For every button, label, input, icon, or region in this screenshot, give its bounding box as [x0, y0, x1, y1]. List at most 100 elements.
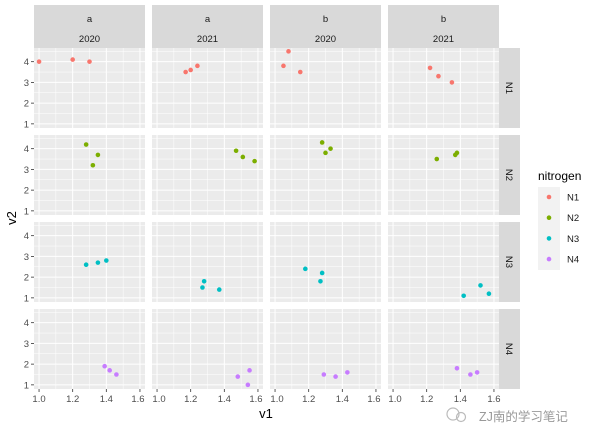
data-point-n3 [95, 260, 101, 265]
facet-strip-label: 2020 [79, 34, 100, 45]
facet-strip-label: N2 [503, 169, 514, 181]
y-tick-label: 4 [24, 144, 29, 155]
y-tick-label: 3 [24, 78, 29, 89]
x-tick-label: 1.6 [131, 394, 144, 405]
facet-strip-right [499, 135, 520, 215]
data-point-n4 [235, 374, 241, 379]
data-point-n3 [461, 293, 466, 299]
x-tick-label: 1.4 [218, 394, 231, 405]
x-tick-label: 1.0 [388, 394, 401, 405]
data-point-n2 [95, 152, 101, 158]
legend-key-n4 [546, 256, 552, 262]
data-point-n2 [240, 154, 246, 160]
x-tick-label: 1.0 [32, 394, 45, 405]
data-point-n2 [434, 156, 440, 162]
wechat-icon-small [455, 411, 467, 423]
x-tick-label: 1.6 [367, 394, 380, 405]
y-tick-label: 2 [24, 186, 29, 197]
data-point-n4 [321, 372, 327, 377]
data-point-n2 [328, 146, 333, 151]
y-tick-label: 1 [24, 293, 29, 304]
y-axis-label: v2 [4, 211, 19, 225]
x-tick-label: 1.0 [152, 394, 165, 405]
data-point-n1 [281, 63, 286, 69]
data-point-n4 [114, 372, 119, 377]
data-point-n3 [319, 270, 325, 276]
legend-key-background [538, 187, 560, 270]
x-axis-label: v1 [259, 406, 273, 421]
data-point-n1 [195, 63, 200, 69]
facet-strip-label: 2021 [197, 34, 218, 45]
legend-label: N4 [567, 255, 579, 266]
data-point-n1 [436, 73, 441, 79]
legend-key-n3 [546, 236, 552, 241]
facet-strip-right [499, 309, 520, 389]
x-tick-label: 1.6 [487, 394, 500, 405]
data-point-n4 [474, 370, 480, 375]
data-point-n3 [303, 266, 308, 272]
data-point-n1 [70, 57, 75, 62]
watermark-text: ZJ南的学习笔记 [479, 409, 568, 424]
facet-strip-label: 2020 [315, 34, 336, 45]
facet-strip-top [270, 5, 381, 48]
data-point-n4 [454, 365, 460, 371]
data-point-n3 [200, 285, 205, 290]
legend-key-n1 [546, 194, 552, 200]
x-tick-label: 1.0 [270, 394, 283, 405]
data-point-n4 [245, 382, 251, 388]
data-point-n1 [183, 69, 188, 75]
data-point-n2 [323, 150, 328, 156]
facet-strip-top [34, 5, 145, 48]
legend-label: N2 [567, 213, 579, 224]
x-tick-label: 1.2 [184, 394, 197, 405]
facet-strip-label: 2021 [433, 34, 454, 45]
legend-label: N1 [567, 193, 579, 204]
x-tick-label: 1.4 [336, 394, 349, 405]
y-tick-label: 4 [24, 57, 29, 68]
data-point-n2 [319, 140, 325, 145]
facet-strip-right [499, 48, 520, 128]
legend-title: nitrogen [538, 169, 581, 183]
x-tick-label: 1.2 [66, 394, 79, 405]
data-point-n3 [201, 278, 207, 284]
y-tick-label: 2 [24, 360, 29, 371]
x-tick-label: 1.4 [454, 394, 467, 405]
y-tick-label: 4 [24, 231, 29, 242]
y-tick-label: 2 [24, 273, 29, 284]
facet-strip-label: b [323, 14, 328, 25]
facet-strip-label: a [87, 14, 93, 25]
data-point-n2 [90, 162, 96, 168]
data-point-n4 [247, 368, 252, 373]
facet-strip-right [499, 222, 520, 302]
facet-strip-top [388, 5, 499, 48]
y-tick-label: 2 [24, 99, 29, 110]
data-point-n3 [318, 278, 323, 284]
data-point-n4 [333, 374, 338, 379]
y-tick-label: 1 [24, 206, 29, 217]
data-point-n2 [252, 158, 257, 164]
data-point-n1 [188, 67, 193, 73]
data-point-n4 [345, 370, 350, 375]
y-tick-label: 1 [24, 119, 29, 130]
facet-strip-label: N3 [503, 256, 514, 268]
y-tick-label: 3 [24, 339, 29, 350]
data-point-n2 [454, 150, 460, 156]
facet-strip-label: N4 [503, 343, 514, 355]
wechat-icon [446, 407, 460, 421]
data-point-n1 [427, 65, 433, 71]
data-point-n1 [449, 80, 455, 85]
legend-label: N3 [567, 234, 579, 245]
data-point-n3 [486, 291, 492, 297]
y-tick-label: 4 [24, 318, 29, 329]
facet-strip-label: b [441, 14, 446, 25]
x-tick-label: 1.6 [249, 394, 262, 405]
y-tick-label: 3 [24, 252, 29, 263]
facet-strip-label: N1 [503, 82, 514, 94]
data-point-n4 [107, 368, 112, 373]
data-point-n4 [102, 363, 107, 369]
data-point-n1 [286, 49, 291, 54]
y-tick-label: 3 [24, 165, 29, 176]
data-point-n4 [468, 372, 473, 377]
legend-key-n2 [546, 215, 552, 220]
